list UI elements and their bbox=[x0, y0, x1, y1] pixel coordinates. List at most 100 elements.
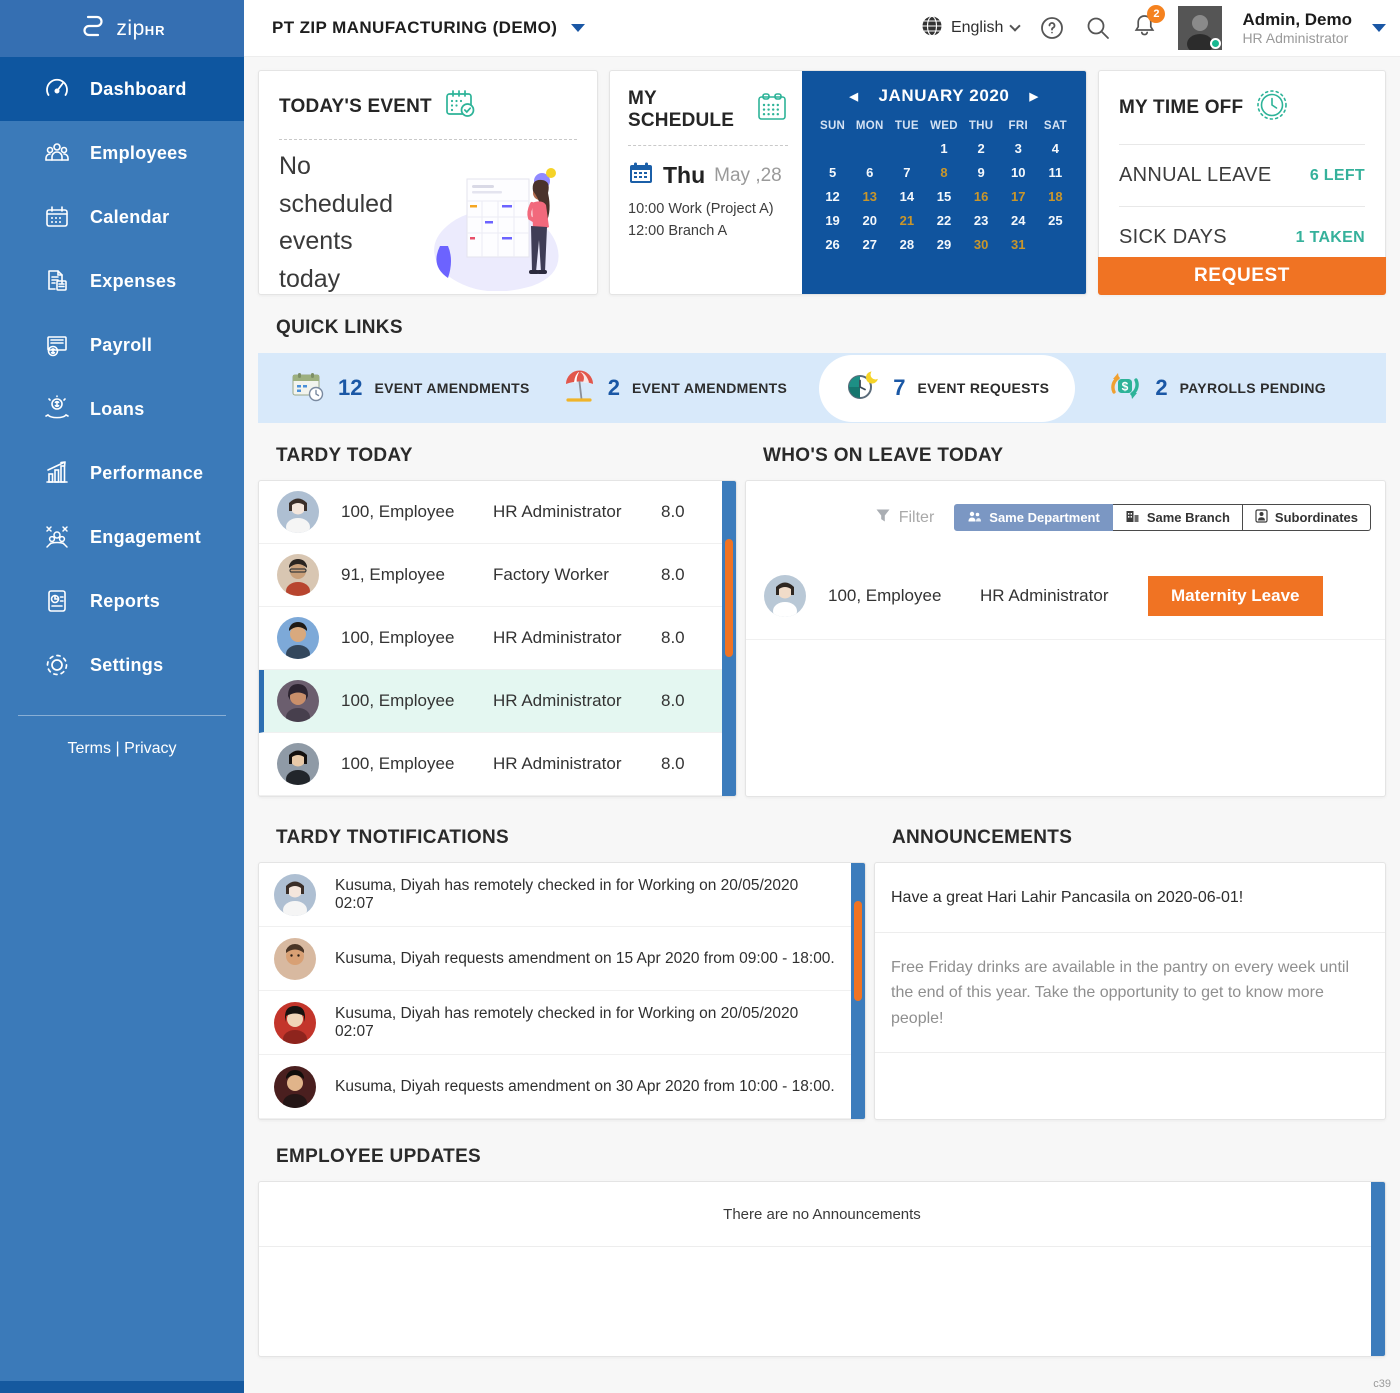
calendar-date-cell[interactable]: 3 bbox=[1014, 141, 1022, 156]
filter-button-label: Same Department bbox=[989, 510, 1100, 525]
calendar-day-header: SAT bbox=[1043, 120, 1067, 132]
calendar-date-cell[interactable] bbox=[814, 141, 851, 156]
company-selector[interactable]: PT ZIP MANUFACTURING (DEMO) bbox=[272, 18, 586, 38]
calendar-date-cell[interactable]: 14 bbox=[899, 189, 915, 204]
notification-row[interactable]: Kusuma, Diyah has remotely checked in fo… bbox=[259, 863, 865, 927]
scrollbar-thumb[interactable] bbox=[854, 901, 862, 1001]
calendar-day-header: SUN bbox=[819, 120, 846, 132]
calendar-date-cell[interactable]: 30 bbox=[973, 237, 989, 252]
calendar-date-cell[interactable]: 21 bbox=[899, 213, 915, 228]
calendar-date-cell[interactable]: 5 bbox=[828, 165, 837, 180]
calendar-date-cell[interactable] bbox=[1037, 237, 1074, 252]
calendar-date-cell[interactable] bbox=[851, 141, 888, 156]
calendar-date-cell[interactable]: 27 bbox=[862, 237, 877, 252]
sidebar-footer: Terms | Privacy bbox=[18, 715, 226, 758]
loans-icon bbox=[42, 394, 72, 424]
calendar-date-cell[interactable]: 9 bbox=[977, 165, 985, 180]
calendar-prev-button[interactable]: ◀ bbox=[849, 90, 859, 103]
tardy-row[interactable]: 91, Employee Factory Worker 8.0 bbox=[259, 544, 736, 607]
language-selector[interactable]: English bbox=[921, 15, 1022, 42]
privacy-link[interactable]: Privacy bbox=[124, 740, 177, 757]
calendar-date-cell[interactable]: 2 bbox=[977, 141, 985, 156]
sidebar-item-engagement[interactable]: Engagement bbox=[0, 505, 244, 569]
quick-link-payrolls-pending[interactable]: $ 2 PAYROLLS PENDING bbox=[1107, 369, 1326, 408]
calendar-date-cell[interactable]: 16 bbox=[973, 189, 989, 204]
calendar-date-cell[interactable]: 12 bbox=[825, 189, 840, 204]
settings-icon bbox=[42, 650, 72, 680]
notification-row[interactable]: Kusuma, Diyah requests amendment on 15 A… bbox=[259, 927, 865, 991]
calendar-date-cell[interactable] bbox=[888, 141, 925, 156]
tardy-row[interactable]: 100, Employee HR Administrator 8.0 bbox=[259, 670, 736, 733]
sidebar-item-payroll[interactable]: Payroll bbox=[0, 313, 244, 377]
calendar-date-cell[interactable]: 25 bbox=[1048, 213, 1063, 228]
sidebar-item-dashboard[interactable]: Dashboard bbox=[0, 57, 244, 121]
calendar-date-cell[interactable]: 20 bbox=[862, 213, 877, 228]
filter-same-department-button[interactable]: Same Department bbox=[954, 504, 1113, 531]
chevron-down-icon bbox=[571, 24, 586, 32]
tardy-scrollbar[interactable] bbox=[722, 481, 736, 796]
chevron-down-icon[interactable] bbox=[1372, 24, 1386, 32]
sidebar-item-label: Engagement bbox=[90, 526, 202, 547]
filter-button-label: Subordinates bbox=[1274, 510, 1358, 525]
filter-subordinates-button[interactable]: Subordinates bbox=[1242, 504, 1371, 531]
on-leave-row[interactable]: 100, Employee HR Administrator Maternity… bbox=[746, 575, 1385, 640]
calendar-date-cell[interactable]: 11 bbox=[1048, 165, 1063, 180]
calendar-day-header: TUE bbox=[894, 120, 919, 132]
quick-link-event-amendments-1[interactable]: 12 EVENT AMENDMENTS bbox=[290, 369, 530, 408]
calendar-date-cell[interactable]: 8 bbox=[940, 165, 948, 180]
calendar-date-cell[interactable]: 19 bbox=[825, 213, 840, 228]
tardy-row[interactable]: 100, Employee HR Administrator 8.0 bbox=[259, 481, 736, 544]
tardy-row[interactable]: 100, Employee HR Administrator 8.0 bbox=[259, 733, 736, 796]
calendar-date-cell[interactable]: 24 bbox=[1011, 213, 1026, 228]
month-calendar: ◀ JANUARY 2020 ▶ SUN MON TUE WED THU FRI… bbox=[802, 71, 1086, 294]
quick-link-event-amendments-2[interactable]: 2 EVENT AMENDMENTS bbox=[562, 368, 787, 409]
terms-link[interactable]: Terms bbox=[67, 740, 112, 757]
notifications-scrollbar[interactable] bbox=[851, 863, 865, 1119]
announcement-item[interactable]: Free Friday drinks are available in the … bbox=[875, 933, 1385, 1054]
sidebar-item-performance[interactable]: Performance bbox=[0, 441, 244, 505]
user-avatar[interactable] bbox=[1178, 6, 1223, 50]
calendar-date-cell[interactable]: 26 bbox=[825, 237, 840, 252]
quick-link-event-requests[interactable]: 7 EVENT REQUESTS bbox=[819, 354, 1076, 422]
sidebar-item-reports[interactable]: Reports bbox=[0, 569, 244, 633]
scrollbar-thumb[interactable] bbox=[725, 539, 733, 657]
calendar-date-cell[interactable]: 28 bbox=[899, 237, 915, 252]
calendar-next-button[interactable]: ▶ bbox=[1029, 90, 1039, 103]
sidebar-item-settings[interactable]: Settings bbox=[0, 633, 244, 697]
notifications-button[interactable]: 2 bbox=[1131, 5, 1166, 44]
calendar-date-cell[interactable]: 23 bbox=[973, 213, 989, 228]
calendar-date-cell[interactable]: 22 bbox=[936, 213, 952, 228]
calendar-date-cell[interactable]: 7 bbox=[903, 165, 911, 180]
sidebar-item-employees[interactable]: Employees bbox=[0, 121, 244, 185]
tardy-row[interactable]: 100, Employee HR Administrator 8.0 bbox=[259, 607, 736, 670]
notification-row[interactable]: Kusuma, Diyah has remotely checked in fo… bbox=[259, 991, 865, 1055]
filter-same-branch-button[interactable]: Same Branch bbox=[1112, 504, 1243, 531]
calendar-date-cell[interactable]: 17 bbox=[1011, 189, 1026, 204]
sidebar-item-expenses[interactable]: Expenses bbox=[0, 249, 244, 313]
calendar-date-cell[interactable]: 10 bbox=[1011, 165, 1026, 180]
avatar bbox=[274, 1065, 316, 1108]
calendar-date-cell[interactable]: 18 bbox=[1048, 189, 1063, 204]
request-time-off-button[interactable]: REQUEST bbox=[1098, 257, 1386, 295]
sidebar-item-loans[interactable]: Loans bbox=[0, 377, 244, 441]
notification-row[interactable]: Kusuma, Diyah requests amendment on 30 A… bbox=[259, 1055, 865, 1119]
calendar-date-cell[interactable]: 6 bbox=[866, 165, 874, 180]
calendar-date-cell[interactable]: 1 bbox=[940, 141, 948, 156]
calendar-date-cell[interactable]: 13 bbox=[862, 189, 877, 204]
calendar-clock-icon bbox=[290, 369, 326, 408]
search-button[interactable] bbox=[1085, 15, 1111, 41]
calendar-date-cell[interactable]: 15 bbox=[936, 189, 952, 204]
calendar-date-cell[interactable]: 29 bbox=[936, 237, 952, 252]
sidebar-item-calendar[interactable]: Calendar bbox=[0, 185, 244, 249]
employee-updates-scrollbar[interactable] bbox=[1371, 1182, 1385, 1356]
user-menu[interactable]: Admin, Demo HR Administrator bbox=[1242, 9, 1352, 48]
announcement-item[interactable]: Have a great Hari Lahir Pancasila on 202… bbox=[875, 863, 1385, 933]
app-logo[interactable]: zipHR bbox=[0, 0, 244, 57]
filter-control[interactable]: Filter bbox=[875, 508, 934, 528]
building-icon bbox=[1125, 509, 1140, 526]
maternity-leave-badge[interactable]: Maternity Leave bbox=[1148, 576, 1323, 616]
help-button[interactable] bbox=[1039, 15, 1065, 41]
calendar-date-cell[interactable]: 4 bbox=[1051, 141, 1060, 156]
calendar-date-cell[interactable]: 31 bbox=[1011, 237, 1026, 252]
quick-links-title: QUICK LINKS bbox=[276, 317, 403, 338]
